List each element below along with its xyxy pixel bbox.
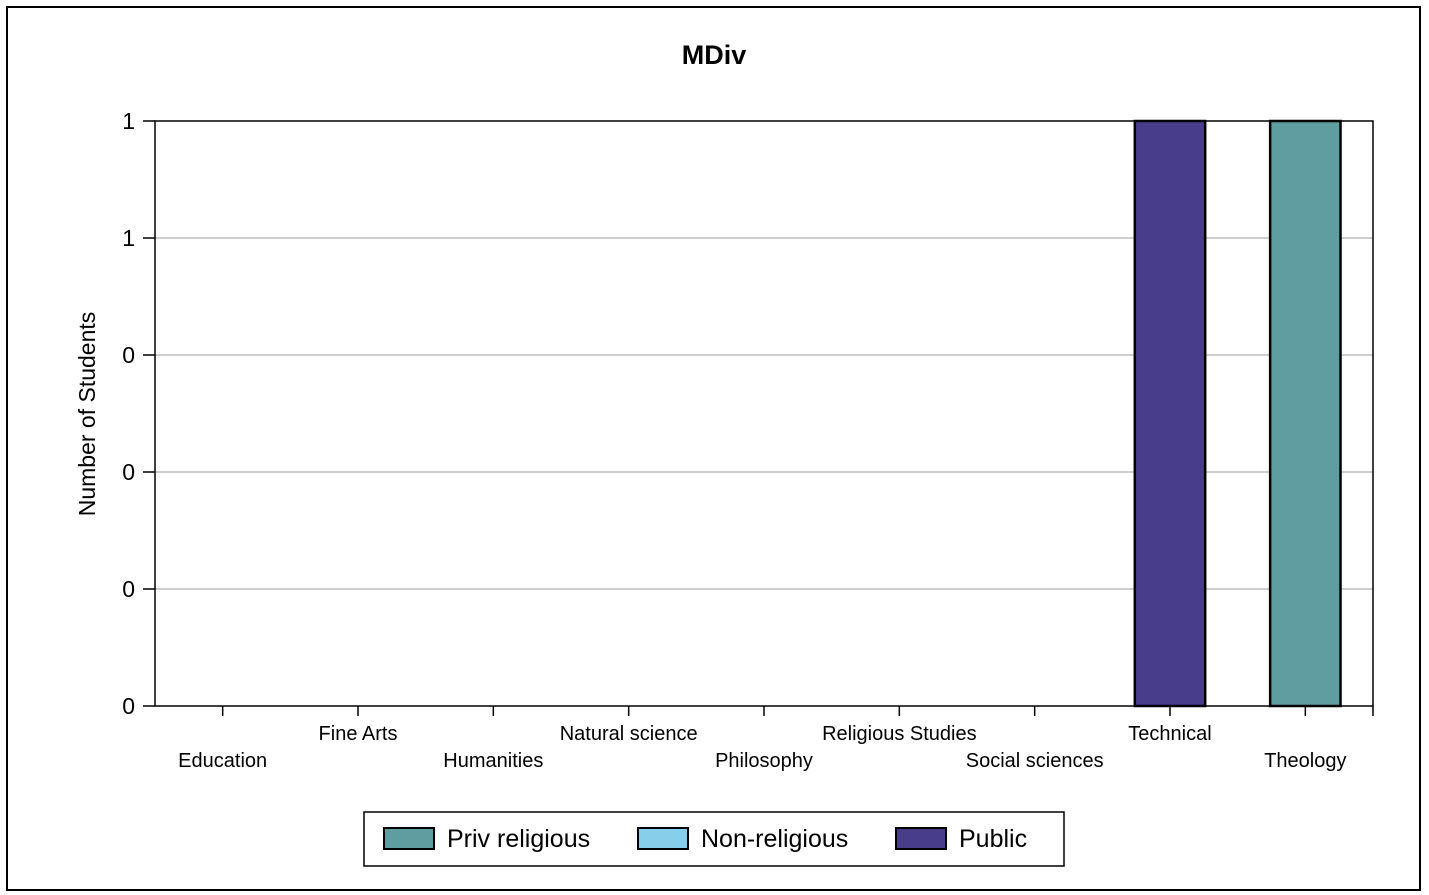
legend-swatch: [383, 827, 435, 850]
chart-title: MDiv: [682, 40, 747, 70]
legend-label: Public: [959, 825, 1027, 853]
x-tick-label: Social sciences: [966, 750, 1104, 772]
x-tick-label: Technical: [1128, 723, 1211, 745]
x-tick-label: Humanities: [443, 750, 543, 772]
bar: [1268, 119, 1342, 708]
y-tick-label: 0: [122, 342, 135, 368]
x-tick-label: Philosophy: [715, 750, 813, 772]
x-tick-label: Education: [178, 750, 267, 772]
legend-swatch: [637, 827, 689, 850]
legend-label: Non-religious: [701, 825, 848, 853]
legend-box: [363, 811, 1065, 867]
y-axis-label: Number of Students: [74, 312, 100, 517]
y-tick-label: 1: [122, 225, 135, 251]
y-tick-label: 0: [122, 576, 135, 602]
axes: 0 0 0 0 1 1 Education Fine Arts Humanities Natura…: [122, 108, 1374, 772]
x-tick-label: Theology: [1264, 750, 1346, 772]
bar: [1133, 119, 1207, 708]
x-tick-label: Natural science: [560, 723, 698, 745]
y-tick-label: 0: [122, 459, 135, 485]
legend-swatch: [895, 827, 947, 850]
bars: [1133, 119, 1342, 708]
y-tick-label: 0: [122, 693, 135, 719]
x-tick-label: Fine Arts: [319, 723, 398, 745]
y-tick-label: 1: [122, 108, 135, 134]
legend-label: Priv religious: [447, 825, 590, 853]
legend: Priv religious Non-religious Public: [363, 811, 1065, 867]
x-tick-label: Religious Studies: [822, 723, 977, 745]
